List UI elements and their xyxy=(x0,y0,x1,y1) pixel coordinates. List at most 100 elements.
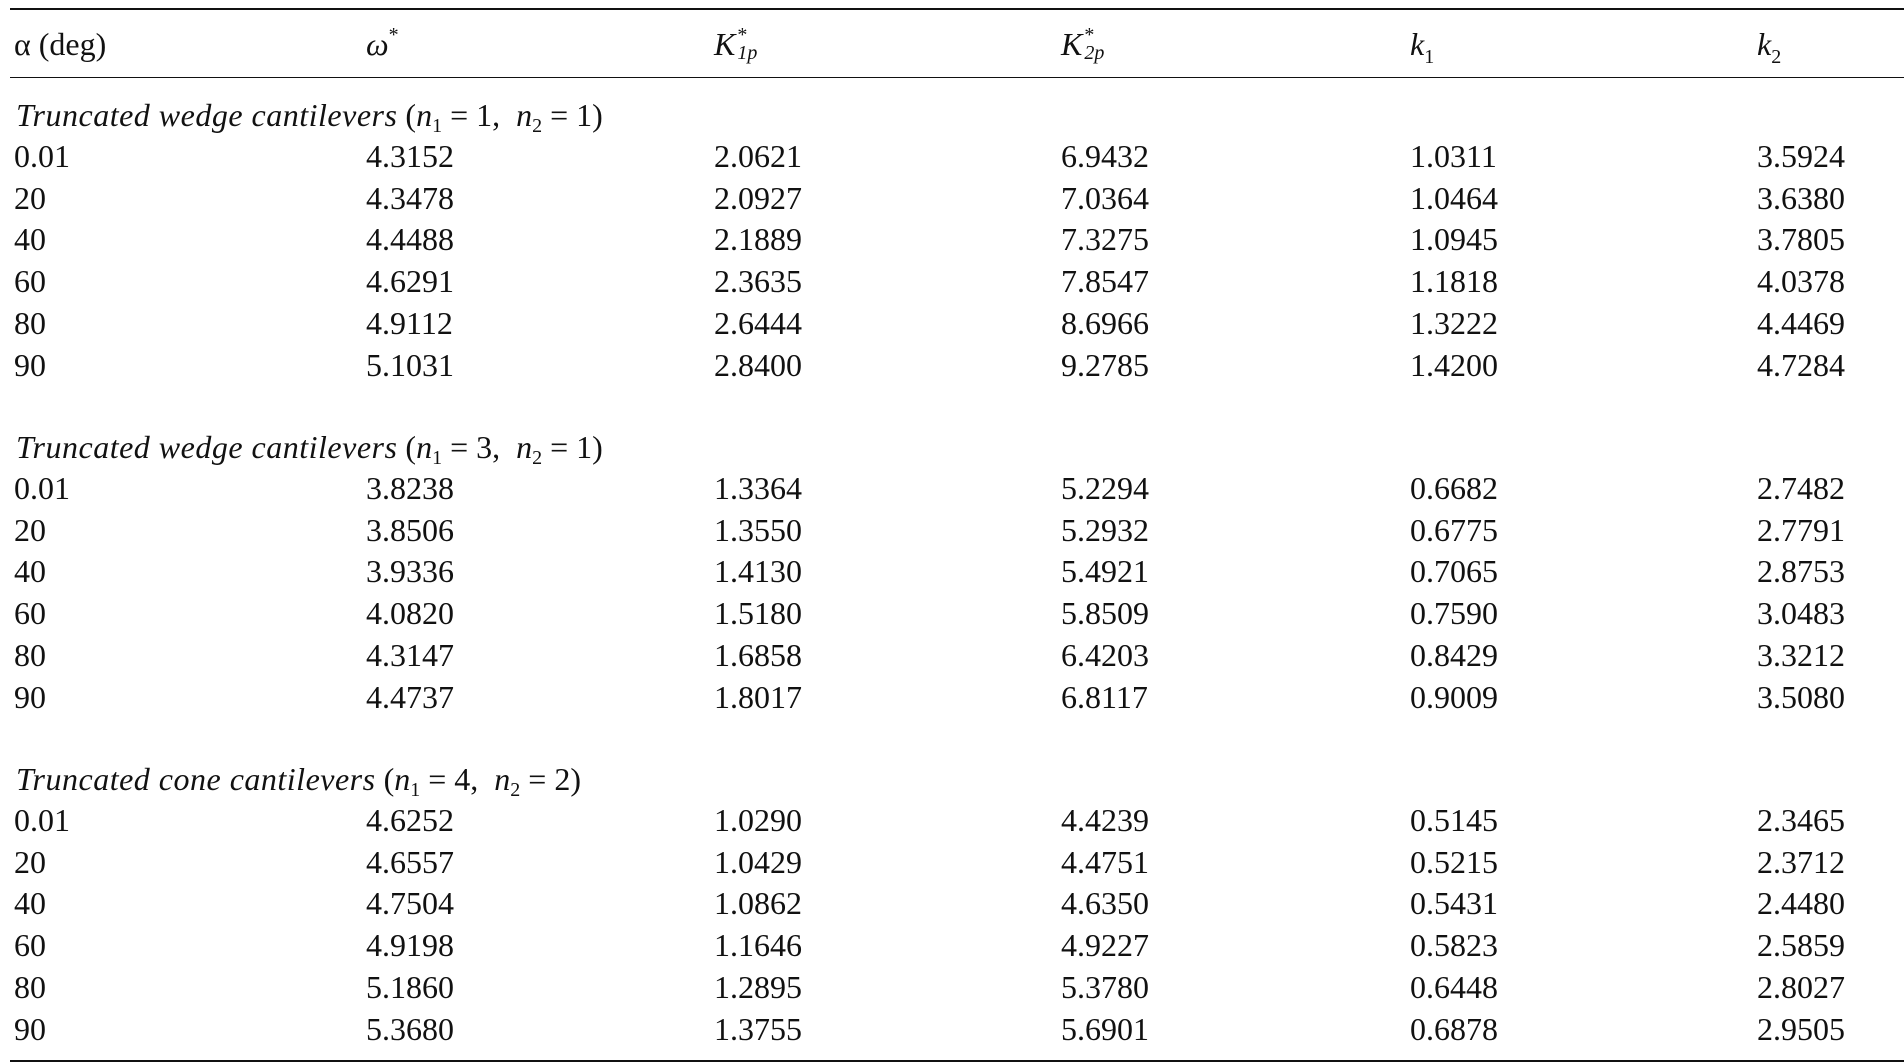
header-k2-sub: 2 xyxy=(1771,46,1782,68)
header-omega: ω* xyxy=(366,22,399,66)
cell-k2p: 5.3780 xyxy=(1061,968,1149,1005)
section-title-text: Truncated wedge cantilevers xyxy=(16,429,398,465)
cell-k2: 3.7805 xyxy=(1757,221,1845,258)
cell-alpha: 40 xyxy=(14,553,46,590)
cell-alpha: 0.01 xyxy=(14,138,70,174)
cell-k2p: 5.2932 xyxy=(1061,511,1149,548)
cell-k2: 4.4469 xyxy=(1757,304,1845,341)
cell-k2p: 8.6966 xyxy=(1061,304,1149,341)
cell-k2: 3.3212 xyxy=(1757,636,1845,673)
param-n2-value: = 1) xyxy=(542,97,603,133)
cell-k1p: 1.0429 xyxy=(714,843,802,880)
section-params: (n1 = 3, n2 = 1) xyxy=(405,429,602,468)
header-k2: k2 xyxy=(1757,22,1782,68)
param-n1-value: = 1, xyxy=(442,97,517,133)
cell-omega: 4.7504 xyxy=(366,885,454,922)
cell-omega: 4.0820 xyxy=(366,595,454,632)
cell-alpha: 0.01 xyxy=(14,470,70,506)
cell-k1: 1.0311 xyxy=(1410,138,1497,174)
header-k2p: K * 2p xyxy=(1061,22,1104,66)
cell-k2p: 6.9432 xyxy=(1061,138,1149,174)
cell-alpha: 20 xyxy=(14,843,46,880)
cell-k1: 0.5215 xyxy=(1410,843,1498,880)
table-top-rule xyxy=(10,8,1904,10)
header-k2p-symbol: K xyxy=(1061,26,1083,62)
header-k1: k1 xyxy=(1410,22,1435,68)
cell-k1p: 1.3550 xyxy=(714,511,802,548)
cell-k1: 0.5823 xyxy=(1410,927,1498,964)
cell-k2p: 5.8509 xyxy=(1061,595,1149,632)
cell-k2: 2.7482 xyxy=(1757,470,1845,506)
cell-k2: 3.6380 xyxy=(1757,179,1845,216)
params-open: ( xyxy=(405,429,417,465)
cell-k1p: 2.8400 xyxy=(714,346,802,383)
cell-k2p: 4.9227 xyxy=(1061,927,1149,964)
header-k1p-scripts: * 1p xyxy=(737,25,758,64)
cell-k1: 0.7065 xyxy=(1410,553,1498,590)
cell-k2: 4.7284 xyxy=(1757,346,1845,383)
section-params: (n1 = 4, n2 = 2) xyxy=(384,761,581,800)
cell-k2: 2.4480 xyxy=(1757,885,1845,922)
cell-k1: 0.7590 xyxy=(1410,595,1498,632)
header-k1-sub: 1 xyxy=(1424,46,1435,68)
cell-k2: 2.5859 xyxy=(1757,927,1845,964)
cell-k2: 2.9505 xyxy=(1757,1010,1845,1047)
cell-alpha: 40 xyxy=(14,885,46,922)
cell-omega: 5.1031 xyxy=(366,346,454,383)
cell-omega: 4.6557 xyxy=(366,843,454,880)
cell-alpha: 40 xyxy=(14,221,46,258)
header-omega-symbol: ω xyxy=(366,26,389,62)
cell-k1p: 1.2895 xyxy=(714,968,802,1005)
param-n2-sub: 2 xyxy=(532,115,543,137)
header-k2p-sup: * xyxy=(1084,24,1095,46)
header-k1p-sub: 1p xyxy=(737,42,758,64)
cell-k2: 2.3712 xyxy=(1757,843,1845,880)
cell-k1: 0.9009 xyxy=(1410,678,1498,715)
cell-k1: 0.6775 xyxy=(1410,511,1498,548)
param-n2-sub: 2 xyxy=(532,447,543,469)
section-params: (n1 = 1, n2 = 1) xyxy=(405,97,603,136)
header-k1-symbol: k xyxy=(1410,26,1425,62)
cell-k2: 2.7791 xyxy=(1757,511,1845,548)
param-n1-symbol: n xyxy=(416,97,433,133)
cell-k2p: 6.4203 xyxy=(1061,636,1149,673)
cell-alpha: 60 xyxy=(14,263,46,300)
cell-k2p: 5.6901 xyxy=(1061,1010,1149,1047)
cell-omega: 5.1860 xyxy=(366,968,454,1005)
cell-omega: 4.4737 xyxy=(366,678,454,715)
params-open: ( xyxy=(405,97,417,133)
header-k2-symbol: k xyxy=(1757,26,1772,62)
cell-k1p: 2.3635 xyxy=(714,263,802,300)
header-k2p-sub: 2p xyxy=(1084,42,1105,64)
cell-k2p: 5.4921 xyxy=(1061,553,1149,590)
cell-alpha: 90 xyxy=(14,346,46,383)
cell-omega: 3.8506 xyxy=(366,511,454,548)
cell-alpha: 90 xyxy=(14,1010,46,1047)
cell-k1: 1.0945 xyxy=(1410,221,1498,258)
cell-k1: 0.5431 xyxy=(1410,885,1498,922)
cell-k1p: 1.6858 xyxy=(714,636,802,673)
cell-k1p: 1.4130 xyxy=(714,553,802,590)
cell-omega: 4.4488 xyxy=(366,221,454,258)
cell-k1: 0.6878 xyxy=(1410,1010,1498,1047)
cell-k1: 1.0464 xyxy=(1410,179,1498,216)
cell-omega: 4.9112 xyxy=(366,304,453,341)
cell-k1p: 1.5180 xyxy=(714,595,802,632)
cell-k1: 1.3222 xyxy=(1410,304,1498,341)
cell-k2p: 4.4751 xyxy=(1061,843,1149,880)
cell-alpha: 60 xyxy=(14,927,46,964)
cell-k1p: 2.6444 xyxy=(714,304,802,341)
cell-k2: 2.8027 xyxy=(1757,968,1845,1005)
cell-k1: 1.4200 xyxy=(1410,346,1498,383)
param-n1-sub: 1 xyxy=(410,779,421,801)
header-omega-sup: * xyxy=(388,24,399,46)
cell-omega: 4.9198 xyxy=(366,927,454,964)
cell-omega: 3.9336 xyxy=(366,553,454,590)
cell-k2: 3.0483 xyxy=(1757,595,1845,632)
section-title: Truncated cone cantilevers (n1 = 4, n2 = … xyxy=(16,758,581,800)
cell-alpha: 20 xyxy=(14,179,46,216)
param-n2-sub: 2 xyxy=(510,779,521,801)
cell-alpha: 60 xyxy=(14,595,46,632)
cell-k1p: 2.1889 xyxy=(714,221,802,258)
cell-k1p: 2.0621 xyxy=(714,138,802,174)
